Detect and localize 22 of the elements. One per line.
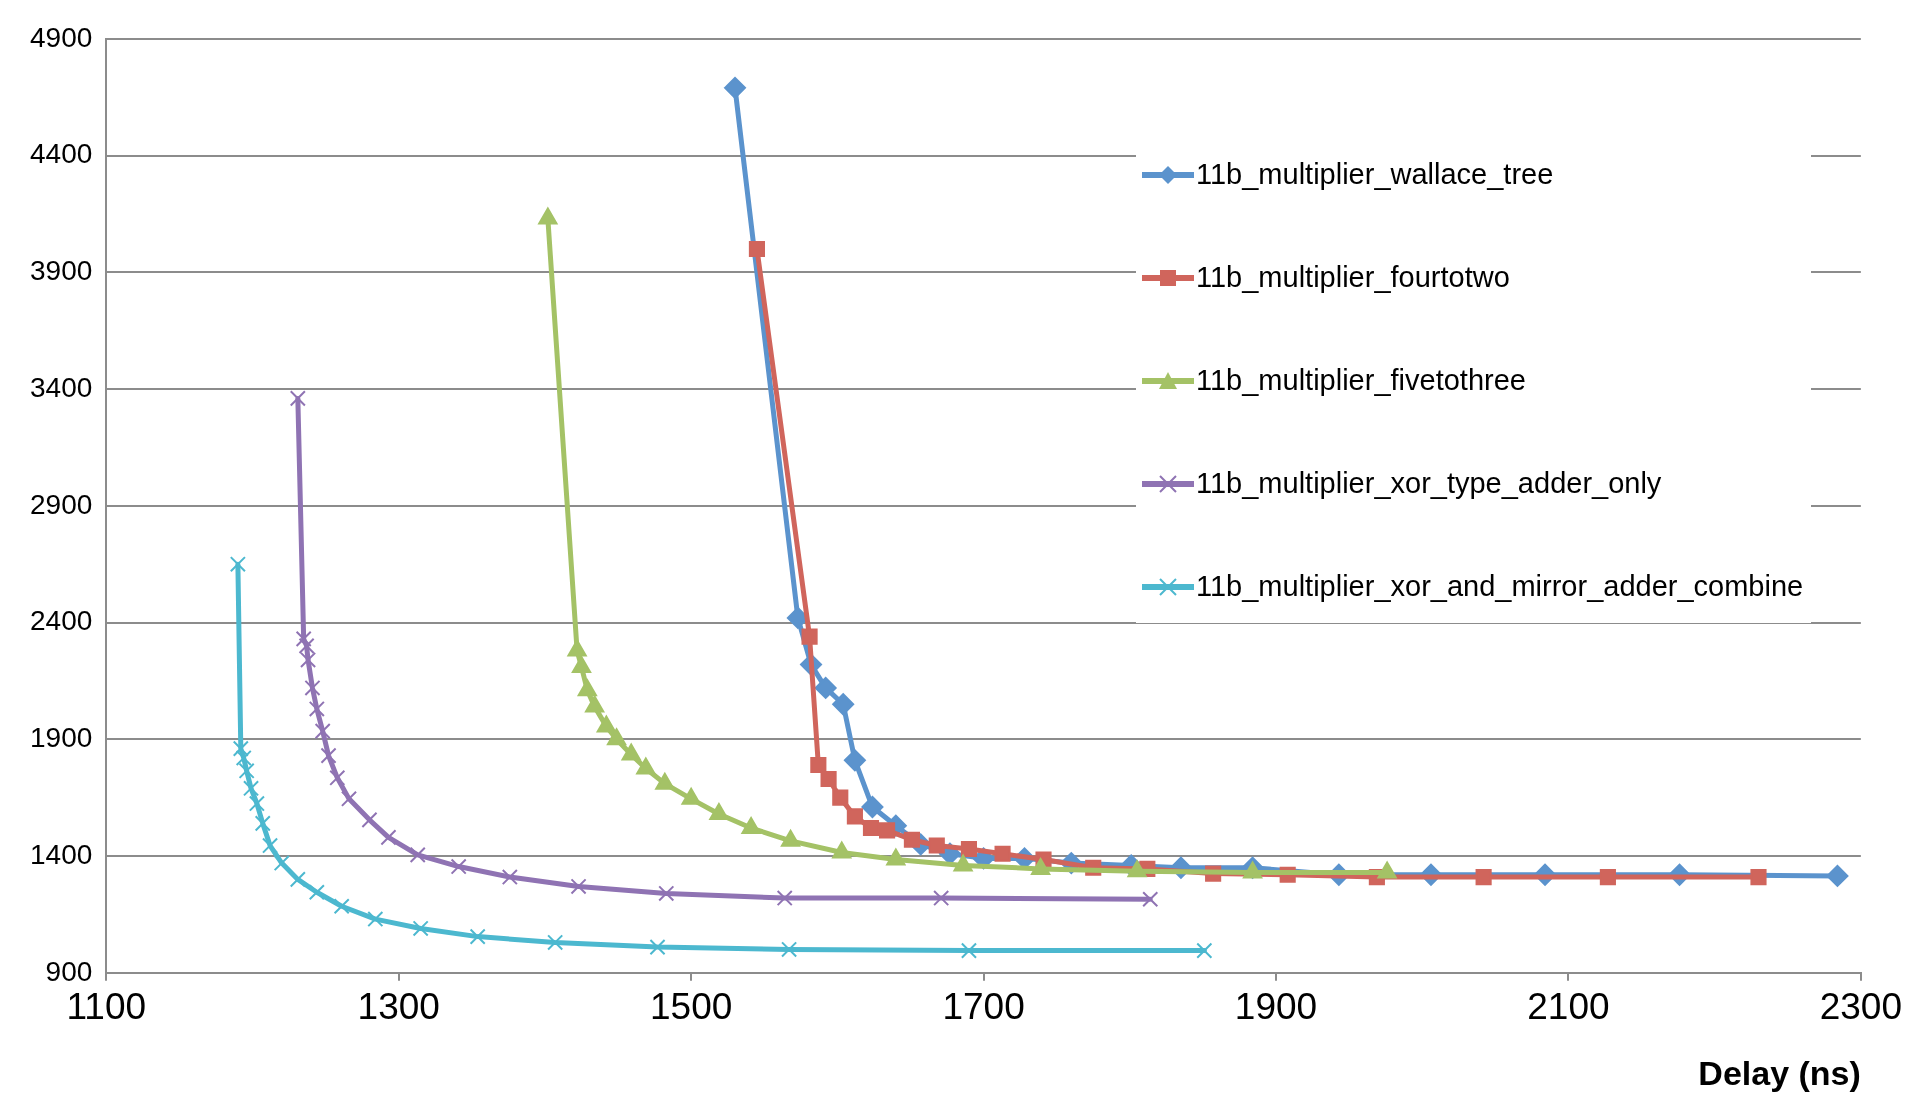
legend-label: 11b_multiplier_xor_and_mirror_adder_combine	[1196, 570, 1804, 603]
x-tick-label: 1900	[1234, 986, 1318, 1028]
y-tick-label: 3400	[29, 371, 93, 403]
legend-label: 11b_multiplier_fivetothree	[1196, 364, 1526, 397]
y-tick-label: 2900	[29, 488, 93, 520]
x-tick-label: 1500	[649, 986, 733, 1028]
y-tick-label: 1900	[29, 722, 93, 754]
x-axis-title: Delay (ns)	[1698, 1053, 1861, 1092]
y-tick-label: 4400	[29, 138, 93, 170]
x-tick-label: 1300	[357, 986, 440, 1028]
legend-label: 11b_multiplier_xor_type_adder_only	[1196, 467, 1662, 500]
x-tick-label: 2300	[1819, 986, 1902, 1028]
y-tick-label: 3900	[29, 255, 93, 287]
y-tick-label: 1400	[29, 838, 93, 870]
x-tick-label: 1100	[66, 986, 147, 1028]
legend-label: 11b_multiplier_wallace_tree	[1196, 158, 1554, 191]
y-tick-label: 4900	[29, 21, 93, 53]
x-tick-label: 1700	[942, 986, 1025, 1028]
y-tick-label: 900	[45, 955, 93, 987]
y-tick-label: 2400	[29, 605, 93, 637]
x-tick-label: 2100	[1527, 986, 1610, 1028]
legend-label: 11b_multiplier_fourtotwo	[1196, 261, 1510, 294]
